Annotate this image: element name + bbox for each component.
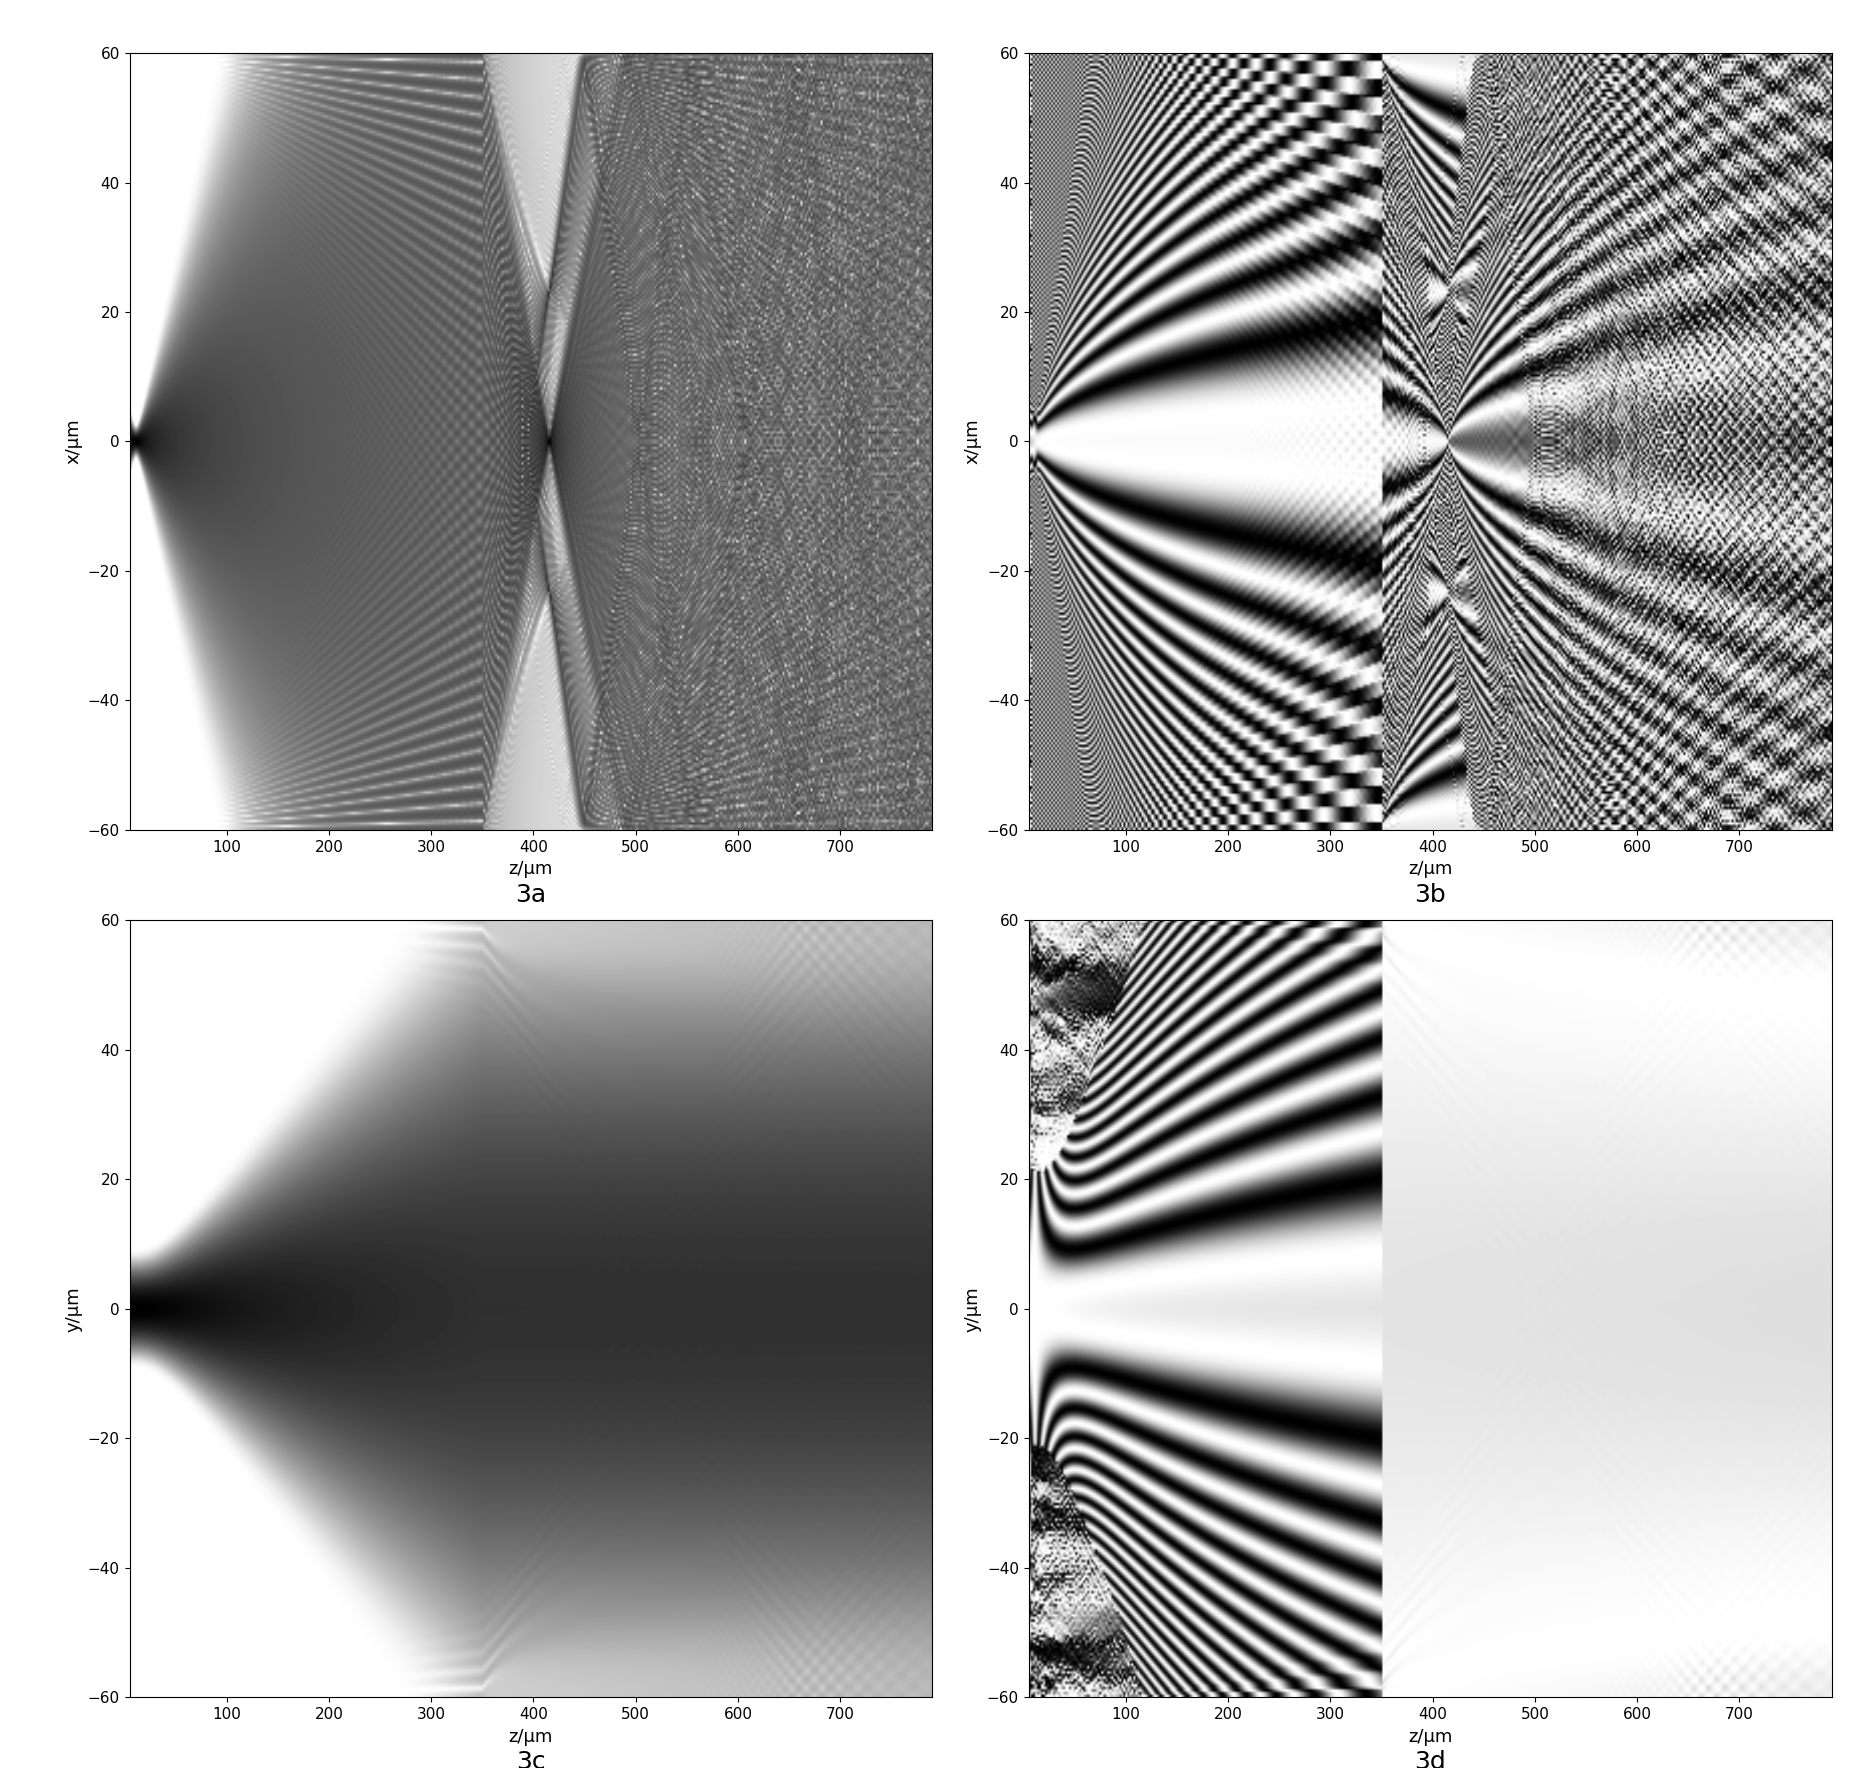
Text: 3d: 3d	[1413, 1750, 1447, 1768]
Text: 3a: 3a	[516, 882, 546, 907]
Y-axis label: x/μm: x/μm	[964, 419, 980, 465]
X-axis label: z/μm: z/μm	[509, 859, 553, 879]
Y-axis label: y/μm: y/μm	[964, 1285, 980, 1331]
Y-axis label: x/μm: x/μm	[65, 419, 81, 465]
Text: 3b: 3b	[1413, 882, 1447, 907]
Y-axis label: y/μm: y/μm	[65, 1285, 81, 1331]
Text: 3c: 3c	[516, 1750, 546, 1768]
X-axis label: z/μm: z/μm	[509, 1727, 553, 1745]
X-axis label: z/μm: z/μm	[1408, 1727, 1452, 1745]
X-axis label: z/μm: z/μm	[1408, 859, 1452, 879]
